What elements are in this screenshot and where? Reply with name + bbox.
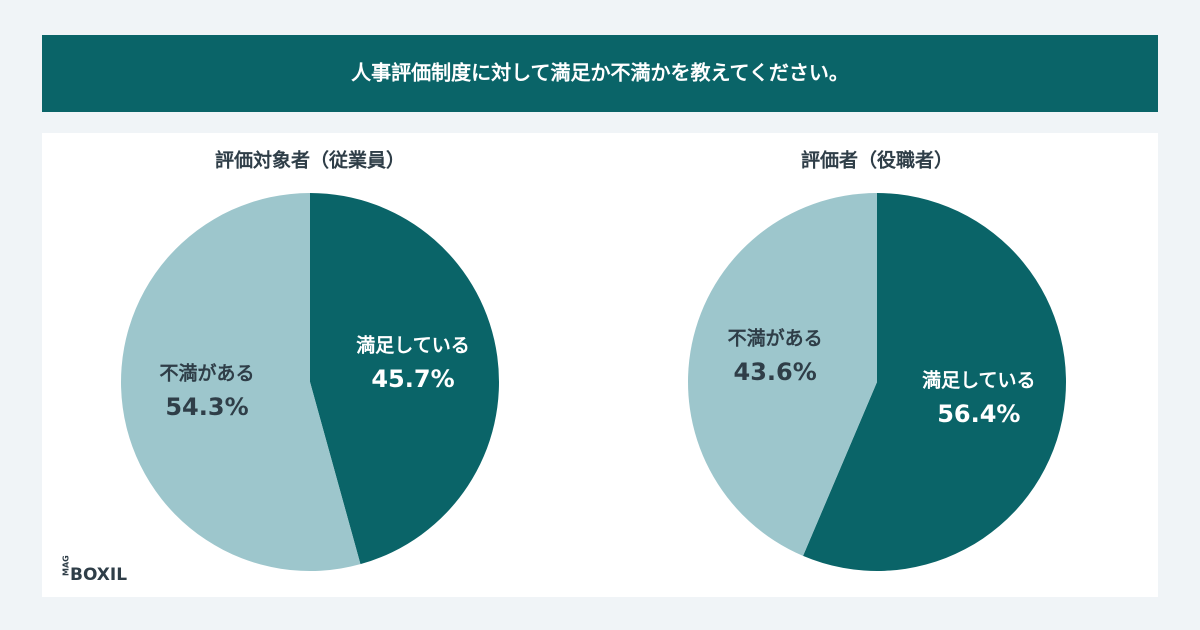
chart-title: 評価者（役職者） bbox=[801, 149, 953, 172]
logo-name: BOXIL bbox=[70, 565, 127, 585]
logo-tag: MAG bbox=[62, 555, 71, 576]
header-title: 人事評価制度に対して満足か不満かを教えてください。 bbox=[351, 61, 849, 85]
slice-label: 満足している bbox=[356, 335, 469, 357]
slice-label: 不満がある bbox=[728, 327, 823, 350]
pie-slice bbox=[310, 193, 500, 565]
value-label: 56.4% bbox=[937, 400, 1020, 428]
pie-slice bbox=[121, 193, 361, 572]
slice-label: 満足している bbox=[922, 369, 1035, 391]
chart-title: 評価対象者（従業員） bbox=[215, 149, 405, 172]
value-label: 54.3% bbox=[165, 393, 248, 421]
value-label: 45.7% bbox=[371, 365, 454, 393]
header-banner bbox=[42, 35, 1158, 112]
pie-slice bbox=[687, 193, 877, 556]
slice-label: 不満がある bbox=[159, 361, 254, 384]
pie-slice bbox=[803, 193, 1066, 571]
value-label: 43.6% bbox=[734, 358, 817, 386]
